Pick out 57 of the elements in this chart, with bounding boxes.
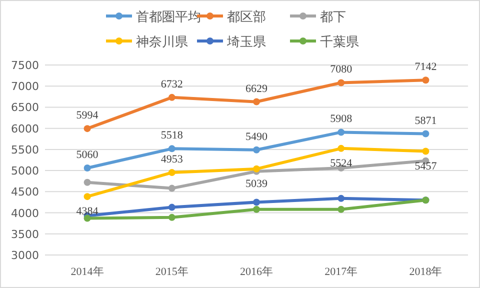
- y-tick-label: 7000: [11, 80, 39, 94]
- y-tick-label: 3500: [11, 228, 39, 241]
- y-tick-label: 3000: [11, 249, 39, 262]
- y-tick-label: 6000: [11, 122, 39, 136]
- y-tick-label: 4000: [11, 206, 39, 220]
- data-label: 5518: [160, 130, 184, 142]
- y-tick-label: 5500: [11, 143, 39, 156]
- point: [168, 204, 176, 211]
- legend-label: 都下: [320, 10, 346, 25]
- data-label: 5524: [330, 157, 353, 170]
- point: [253, 165, 260, 172]
- point: [338, 194, 345, 202]
- point: [338, 206, 345, 213]
- point: [168, 184, 176, 192]
- data-label: 5457: [414, 160, 438, 172]
- x-tick-label: 2015年: [155, 266, 188, 278]
- point: [168, 214, 176, 221]
- point: [253, 146, 260, 154]
- data-label: 5871: [414, 114, 437, 127]
- x-tick-label: 2018年: [409, 266, 442, 278]
- point: [338, 128, 345, 136]
- point: [168, 145, 176, 152]
- data-label: 5908: [330, 113, 353, 126]
- x-tick-label: 2017年: [324, 266, 358, 278]
- point: [422, 148, 430, 155]
- legend-label: 神奈川県: [136, 35, 188, 50]
- point: [422, 130, 430, 138]
- data-label: 5490: [246, 130, 268, 143]
- data-label: 4953: [160, 154, 184, 166]
- y-tick-label: 5000: [11, 164, 39, 178]
- x-tick-label: 2016年: [240, 266, 273, 278]
- point: [84, 125, 91, 132]
- point: [168, 169, 176, 176]
- point: [253, 206, 260, 213]
- data-label: 5060: [76, 149, 99, 162]
- legend-label: 千葉県: [320, 35, 359, 50]
- y-tick-label: 6500: [11, 101, 39, 114]
- y-tick-label: 7500: [11, 59, 39, 72]
- point: [253, 198, 260, 206]
- point: [338, 144, 345, 152]
- data-label: 6629: [246, 82, 268, 95]
- legend-label: 都区部: [227, 10, 266, 25]
- data-label: 7080: [330, 64, 353, 76]
- legend-label: 埼玉県: [226, 35, 266, 50]
- point: [84, 178, 91, 186]
- point: [84, 193, 91, 200]
- point: [84, 164, 91, 172]
- point: [253, 98, 260, 106]
- point: [338, 79, 345, 86]
- data-label: 7142: [414, 61, 437, 74]
- data-label: 6732: [160, 78, 183, 90]
- point: [168, 94, 176, 101]
- x-tick-label: 2014年: [70, 266, 104, 278]
- y-tick-label: 4500: [11, 186, 39, 199]
- data-label: 5039: [246, 178, 268, 190]
- data-label: 5994: [76, 110, 99, 122]
- point: [422, 76, 430, 84]
